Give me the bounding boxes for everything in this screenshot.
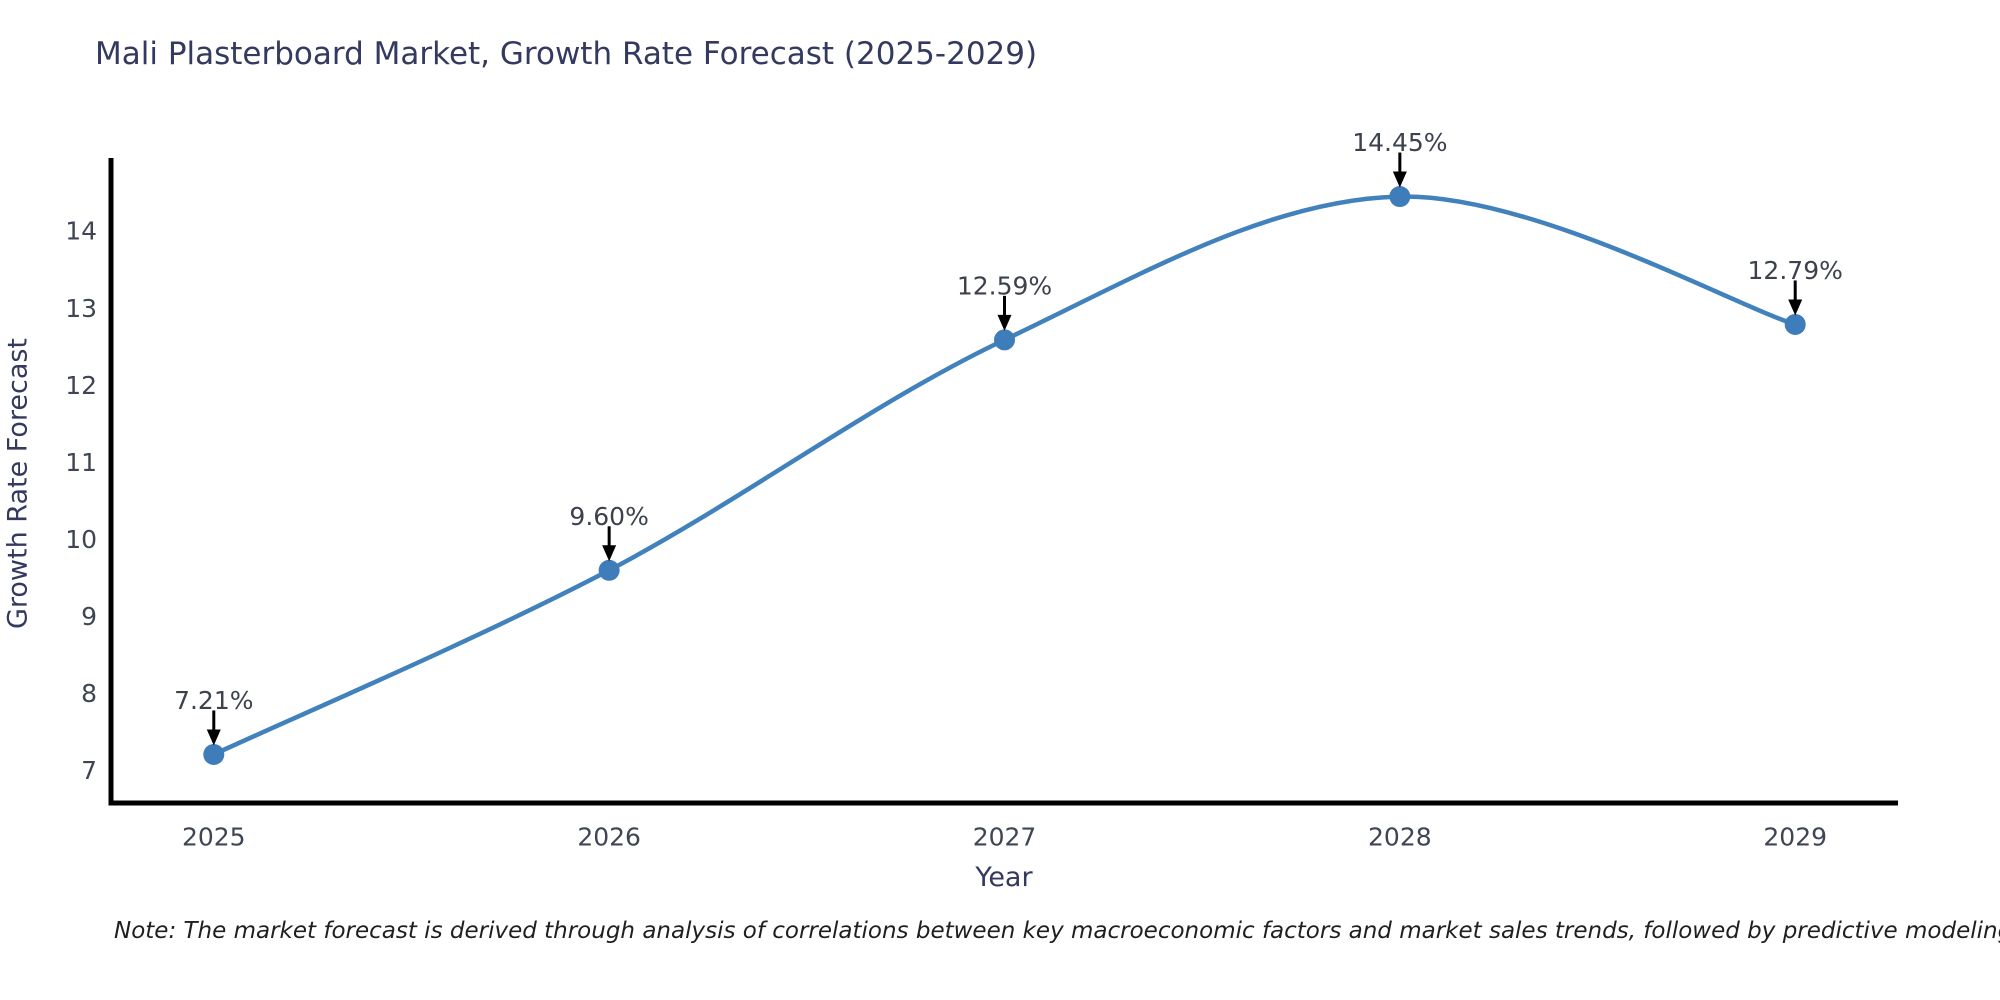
y-tick-label: 12 — [65, 371, 97, 400]
y-tick-label: 13 — [65, 294, 97, 323]
annotation-arrow-head — [602, 545, 617, 562]
data-point-label: 12.79% — [1748, 256, 1843, 285]
footnote: Note: The market forecast is derived thr… — [114, 918, 2000, 944]
annotation-arrow-head — [1392, 171, 1407, 188]
data-point-marker — [1784, 313, 1806, 335]
annotation-arrow-head — [206, 729, 221, 746]
x-axis-title: Year — [975, 862, 1033, 893]
y-tick-label: 11 — [65, 448, 97, 477]
y-tick-label: 8 — [81, 679, 97, 708]
data-point-label: 9.60% — [569, 502, 648, 531]
y-tick-label: 9 — [81, 602, 97, 631]
chart-title: Mali Plasterboard Market, Growth Rate Fo… — [95, 36, 1038, 72]
data-point-label: 14.45% — [1352, 128, 1447, 157]
data-point-label: 7.21% — [174, 686, 253, 715]
annotation-arrow-head — [1788, 299, 1803, 316]
x-tick-label: 2027 — [973, 822, 1037, 851]
y-tick-label: 7 — [81, 756, 97, 785]
annotation-arrow-head — [997, 314, 1012, 331]
data-point-marker — [598, 559, 620, 581]
x-tick-label: 2026 — [577, 822, 641, 851]
data-point-marker — [994, 329, 1015, 351]
x-tick-label: 2025 — [182, 822, 246, 851]
data-point-marker — [1389, 186, 1411, 208]
x-tick-label: 2029 — [1763, 822, 1827, 851]
data-point-marker — [203, 743, 225, 765]
y-tick-label: 14 — [65, 217, 97, 246]
data-point-label: 12.59% — [957, 271, 1052, 300]
x-tick-label: 2028 — [1368, 822, 1432, 851]
y-tick-label: 10 — [65, 525, 97, 554]
